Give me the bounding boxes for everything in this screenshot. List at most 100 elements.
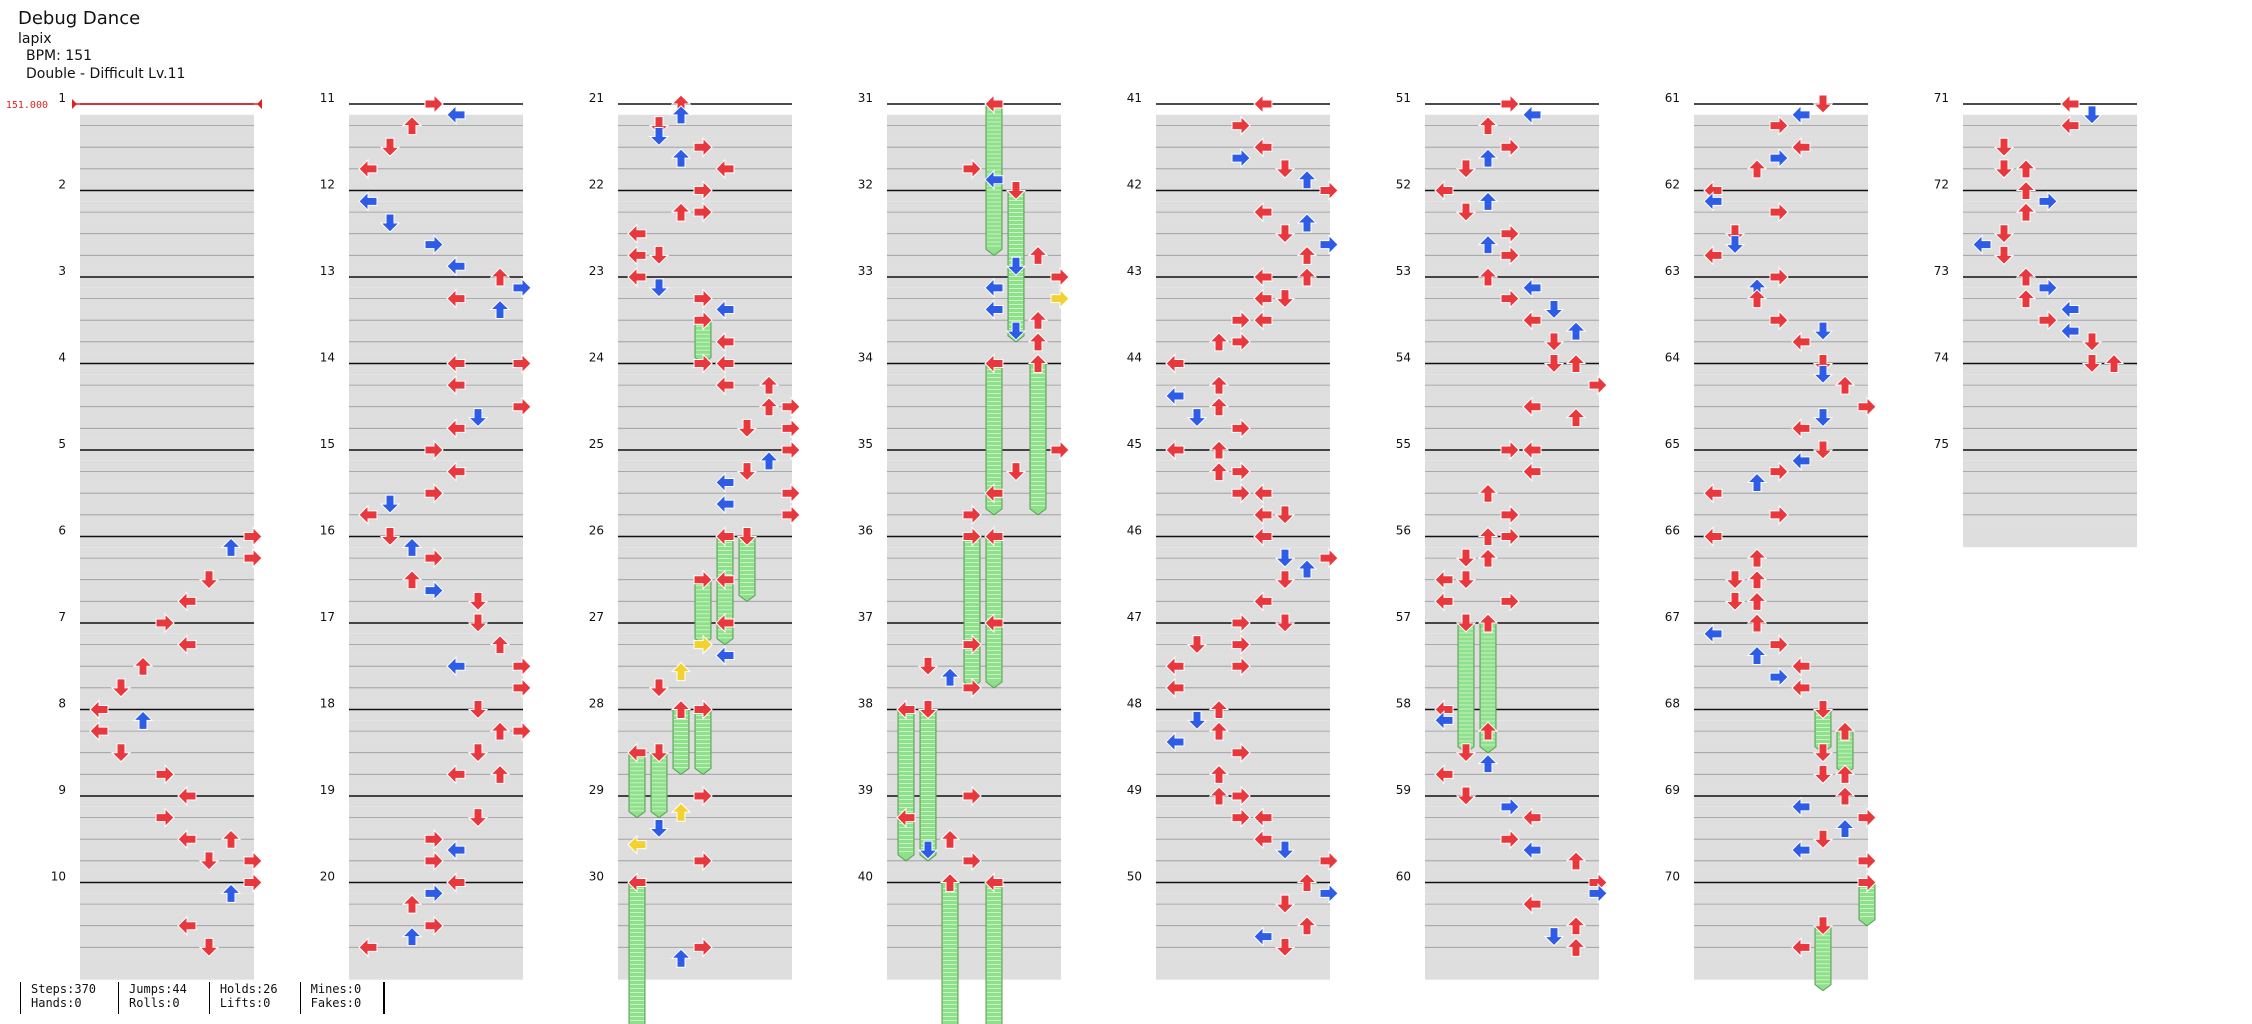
hold-body xyxy=(738,536,756,602)
step-arrow-icon xyxy=(1543,354,1565,374)
step-arrow-icon xyxy=(2060,93,2080,115)
step-arrow-icon xyxy=(1500,93,1520,115)
step-arrow-icon xyxy=(446,656,466,677)
step-arrow-icon xyxy=(467,591,489,612)
step-arrow-icon xyxy=(1791,796,1811,818)
step-arrow-icon xyxy=(715,299,735,320)
step-arrow-icon xyxy=(1477,526,1499,546)
step-arrow-icon xyxy=(379,137,401,157)
step-arrow-icon xyxy=(1724,591,1746,612)
hold-bar xyxy=(941,882,959,1024)
step-arrow-icon xyxy=(1050,266,1070,288)
measure-number: 48 xyxy=(1127,697,1142,711)
step-arrow-icon xyxy=(1834,818,1856,838)
step-arrow-icon xyxy=(1746,591,1768,611)
step-arrow-icon xyxy=(1791,137,1811,158)
step-arrow-icon xyxy=(1588,374,1608,396)
step-arrow-icon xyxy=(1253,483,1273,504)
step-arrow-icon xyxy=(984,526,1004,547)
step-arrow-icon xyxy=(243,872,263,893)
step-arrow-icon xyxy=(2015,180,2037,200)
step-arrow-icon xyxy=(220,883,242,903)
step-arrow-icon xyxy=(424,850,444,872)
step-arrow-icon xyxy=(1834,786,1856,806)
step-arrow-icon xyxy=(1746,288,1768,309)
step-arrow-icon xyxy=(1746,472,1768,492)
step-arrow-icon xyxy=(1231,147,1251,169)
step-arrow-icon xyxy=(1165,656,1185,677)
measure-number: 8 xyxy=(58,697,66,711)
step-arrow-icon xyxy=(896,699,916,720)
step-arrow-icon xyxy=(1993,224,2015,244)
measure-grid xyxy=(1694,535,1868,634)
step-arrow-icon xyxy=(1522,310,1542,331)
step-arrow-icon xyxy=(917,840,939,860)
step-arrow-icon xyxy=(512,353,532,374)
step-arrow-icon xyxy=(1543,332,1565,352)
measure-number: 57 xyxy=(1396,610,1411,624)
step-arrow-icon xyxy=(1274,548,1296,568)
step-arrow-icon xyxy=(1027,310,1049,330)
step-arrow-icon xyxy=(1253,93,1273,115)
step-arrow-icon xyxy=(1769,201,1789,223)
step-arrow-icon xyxy=(424,93,444,115)
step-arrow-icon xyxy=(1208,440,1230,460)
measure-number: 34 xyxy=(858,351,873,365)
measure-number: 62 xyxy=(1665,178,1680,192)
step-arrow-icon xyxy=(1500,829,1520,850)
step-arrow-icon xyxy=(984,612,1004,634)
step-arrow-icon xyxy=(446,764,466,785)
step-arrow-icon xyxy=(1812,764,1834,785)
step-arrow-icon xyxy=(1005,321,1027,341)
step-arrow-icon xyxy=(89,699,109,720)
step-arrow-icon xyxy=(1993,137,2015,157)
step-arrow-icon xyxy=(1455,202,1477,222)
measure-number: 67 xyxy=(1665,610,1680,624)
step-arrow-icon xyxy=(1253,591,1273,612)
step-arrow-icon xyxy=(1477,483,1499,503)
measure-number: 23 xyxy=(589,264,604,278)
step-arrow-icon xyxy=(984,299,1004,320)
step-arrow-icon xyxy=(1274,159,1296,179)
step-arrow-icon xyxy=(1972,234,1992,255)
beat-band xyxy=(618,958,792,980)
step-arrow-icon xyxy=(1522,277,1542,299)
step-arrow-icon xyxy=(1588,883,1608,904)
step-arrow-icon xyxy=(984,353,1004,374)
step-arrow-icon xyxy=(155,807,175,828)
step-arrow-icon xyxy=(1500,288,1520,309)
step-arrow-icon xyxy=(177,591,197,612)
step-arrow-icon xyxy=(1165,385,1185,407)
measure-number: 58 xyxy=(1396,697,1411,711)
step-arrow-icon xyxy=(1231,785,1251,807)
step-arrow-icon xyxy=(1231,742,1251,763)
step-arrow-icon xyxy=(424,883,444,904)
step-arrow-icon xyxy=(939,667,961,687)
step-arrow-icon xyxy=(1208,721,1230,741)
step-arrow-icon xyxy=(1165,731,1185,753)
step-arrow-icon xyxy=(243,526,263,547)
step-arrow-icon xyxy=(424,483,444,504)
step-arrow-icon xyxy=(1208,332,1230,352)
step-arrow-icon xyxy=(627,223,647,244)
step-arrow-icon xyxy=(648,126,670,147)
measure-number: 75 xyxy=(1934,437,1949,451)
hold-body xyxy=(1479,622,1497,754)
step-arrow-icon xyxy=(1455,570,1477,590)
step-arrow-icon xyxy=(1296,267,1318,287)
step-arrow-icon xyxy=(1231,807,1251,828)
measure-number: 35 xyxy=(858,437,873,451)
measure-grid xyxy=(349,103,523,202)
step-arrow-icon xyxy=(648,245,670,266)
step-arrow-icon xyxy=(715,353,735,374)
stats-bar: Steps:370 Hands:0 Jumps:44 Rolls:0 Holds… xyxy=(20,982,386,1014)
measure-grid xyxy=(80,276,254,375)
step-arrow-icon xyxy=(1522,807,1542,828)
step-arrow-icon xyxy=(2015,159,2037,179)
step-arrow-icon xyxy=(1455,548,1477,568)
step-arrow-icon xyxy=(467,808,489,828)
measure-number: 17 xyxy=(320,610,335,624)
hold-body xyxy=(963,536,981,689)
step-arrow-icon xyxy=(693,937,713,958)
step-arrow-icon xyxy=(1857,807,1877,828)
